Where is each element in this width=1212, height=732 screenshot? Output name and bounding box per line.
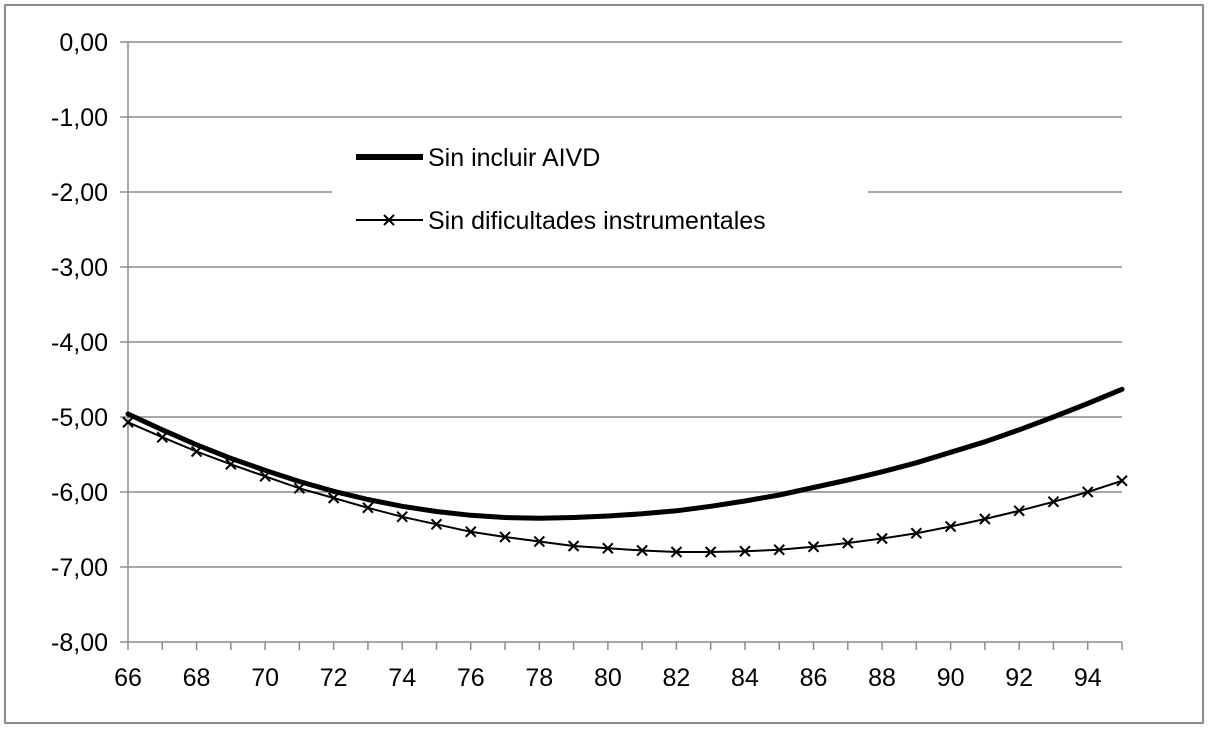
x-tick-label: 66 bbox=[114, 664, 142, 692]
legend-background bbox=[332, 130, 868, 245]
y-tick-label: -7,00 bbox=[51, 554, 108, 582]
y-tick-label: -2,00 bbox=[51, 179, 108, 207]
data-point-x-marker bbox=[225, 458, 237, 470]
y-tick-label: -5,00 bbox=[51, 404, 108, 432]
y-tick-label: -1,00 bbox=[51, 104, 108, 132]
data-point-x-marker bbox=[293, 482, 306, 494]
data-point-x-marker bbox=[259, 470, 271, 482]
data-point-x-marker bbox=[944, 520, 957, 533]
x-tick-labels: 66 68 70 72 74 76 78 80 82 84 86 88 90 92 94 bbox=[114, 664, 1102, 692]
data-point-x-marker bbox=[430, 518, 443, 530]
data-point-x-marker bbox=[807, 541, 820, 553]
data-point-x-marker bbox=[122, 416, 134, 428]
data-point-x-marker bbox=[1082, 486, 1094, 498]
data-point-x-marker bbox=[327, 492, 340, 504]
x-tick-label: 86 bbox=[800, 664, 828, 692]
x-tick-label: 72 bbox=[320, 664, 348, 692]
data-point-x-marker bbox=[499, 531, 511, 543]
data-point-x-marker bbox=[739, 545, 751, 557]
data-point-x-marker bbox=[842, 537, 854, 549]
x-tick-label: 68 bbox=[183, 664, 211, 692]
y-tick-label: 0,00 bbox=[59, 29, 108, 57]
data-point-x-marker bbox=[704, 546, 717, 558]
x-tick-label: 78 bbox=[525, 664, 553, 692]
x-tick-label: 74 bbox=[388, 664, 416, 692]
y-tick-label: -3,00 bbox=[51, 254, 108, 282]
legend-label-sin-incluir-aivd: Sin incluir AIVD bbox=[428, 144, 600, 172]
series-group bbox=[122, 386, 1128, 558]
x-tick-label: 84 bbox=[731, 664, 759, 692]
y-tick-label: -6,00 bbox=[51, 479, 108, 507]
data-point-x-marker bbox=[876, 532, 888, 545]
data-point-x-marker bbox=[773, 544, 785, 556]
x-tick-label: 76 bbox=[457, 664, 485, 692]
data-point-x-marker bbox=[533, 535, 546, 548]
legend: Sin incluir AIVD Sin dificultades instru… bbox=[332, 130, 868, 245]
data-point-x-marker bbox=[362, 502, 374, 514]
x-tick-label: 82 bbox=[663, 664, 691, 692]
data-point-x-marker bbox=[602, 542, 614, 554]
data-point-x-marker bbox=[156, 431, 168, 443]
y-tick-label: -4,00 bbox=[51, 329, 108, 357]
y-tick-labels: 0,00 -1,00 -2,00 -3,00 -4,00 -5,00 -6,00 -7,00 -… bbox=[51, 29, 108, 657]
series-line-0 bbox=[125, 386, 1125, 521]
chart-frame bbox=[4, 4, 1204, 724]
data-point-x-marker bbox=[910, 527, 923, 539]
gridlines bbox=[128, 41, 1122, 568]
legend-marker-x-icon bbox=[383, 214, 395, 226]
legend-label-sin-dificultades: Sin dificultades instrumentales bbox=[428, 207, 766, 235]
x-tick-label: 88 bbox=[868, 664, 896, 692]
axes bbox=[120, 41, 1123, 650]
data-point-x-marker bbox=[979, 513, 991, 525]
data-point-x-marker bbox=[636, 544, 648, 557]
data-point-x-marker bbox=[1013, 505, 1025, 517]
series-line-1 bbox=[127, 421, 1123, 553]
x-tick-label: 94 bbox=[1074, 664, 1102, 692]
x-tick-label: 70 bbox=[251, 664, 279, 692]
data-point-x-marker bbox=[1116, 475, 1128, 487]
data-point-x-marker bbox=[396, 511, 408, 523]
data-point-x-marker bbox=[567, 540, 580, 552]
data-point-x-marker bbox=[1047, 496, 1060, 508]
x-tick-label: 92 bbox=[1005, 664, 1033, 692]
data-point-x-marker bbox=[670, 546, 683, 558]
x-tick-label: 80 bbox=[594, 664, 622, 692]
y-tick-label: -8,00 bbox=[51, 629, 108, 657]
data-point-x-marker bbox=[465, 526, 477, 538]
x-tick-label: 90 bbox=[937, 664, 965, 692]
data-point-x-marker bbox=[190, 445, 203, 458]
